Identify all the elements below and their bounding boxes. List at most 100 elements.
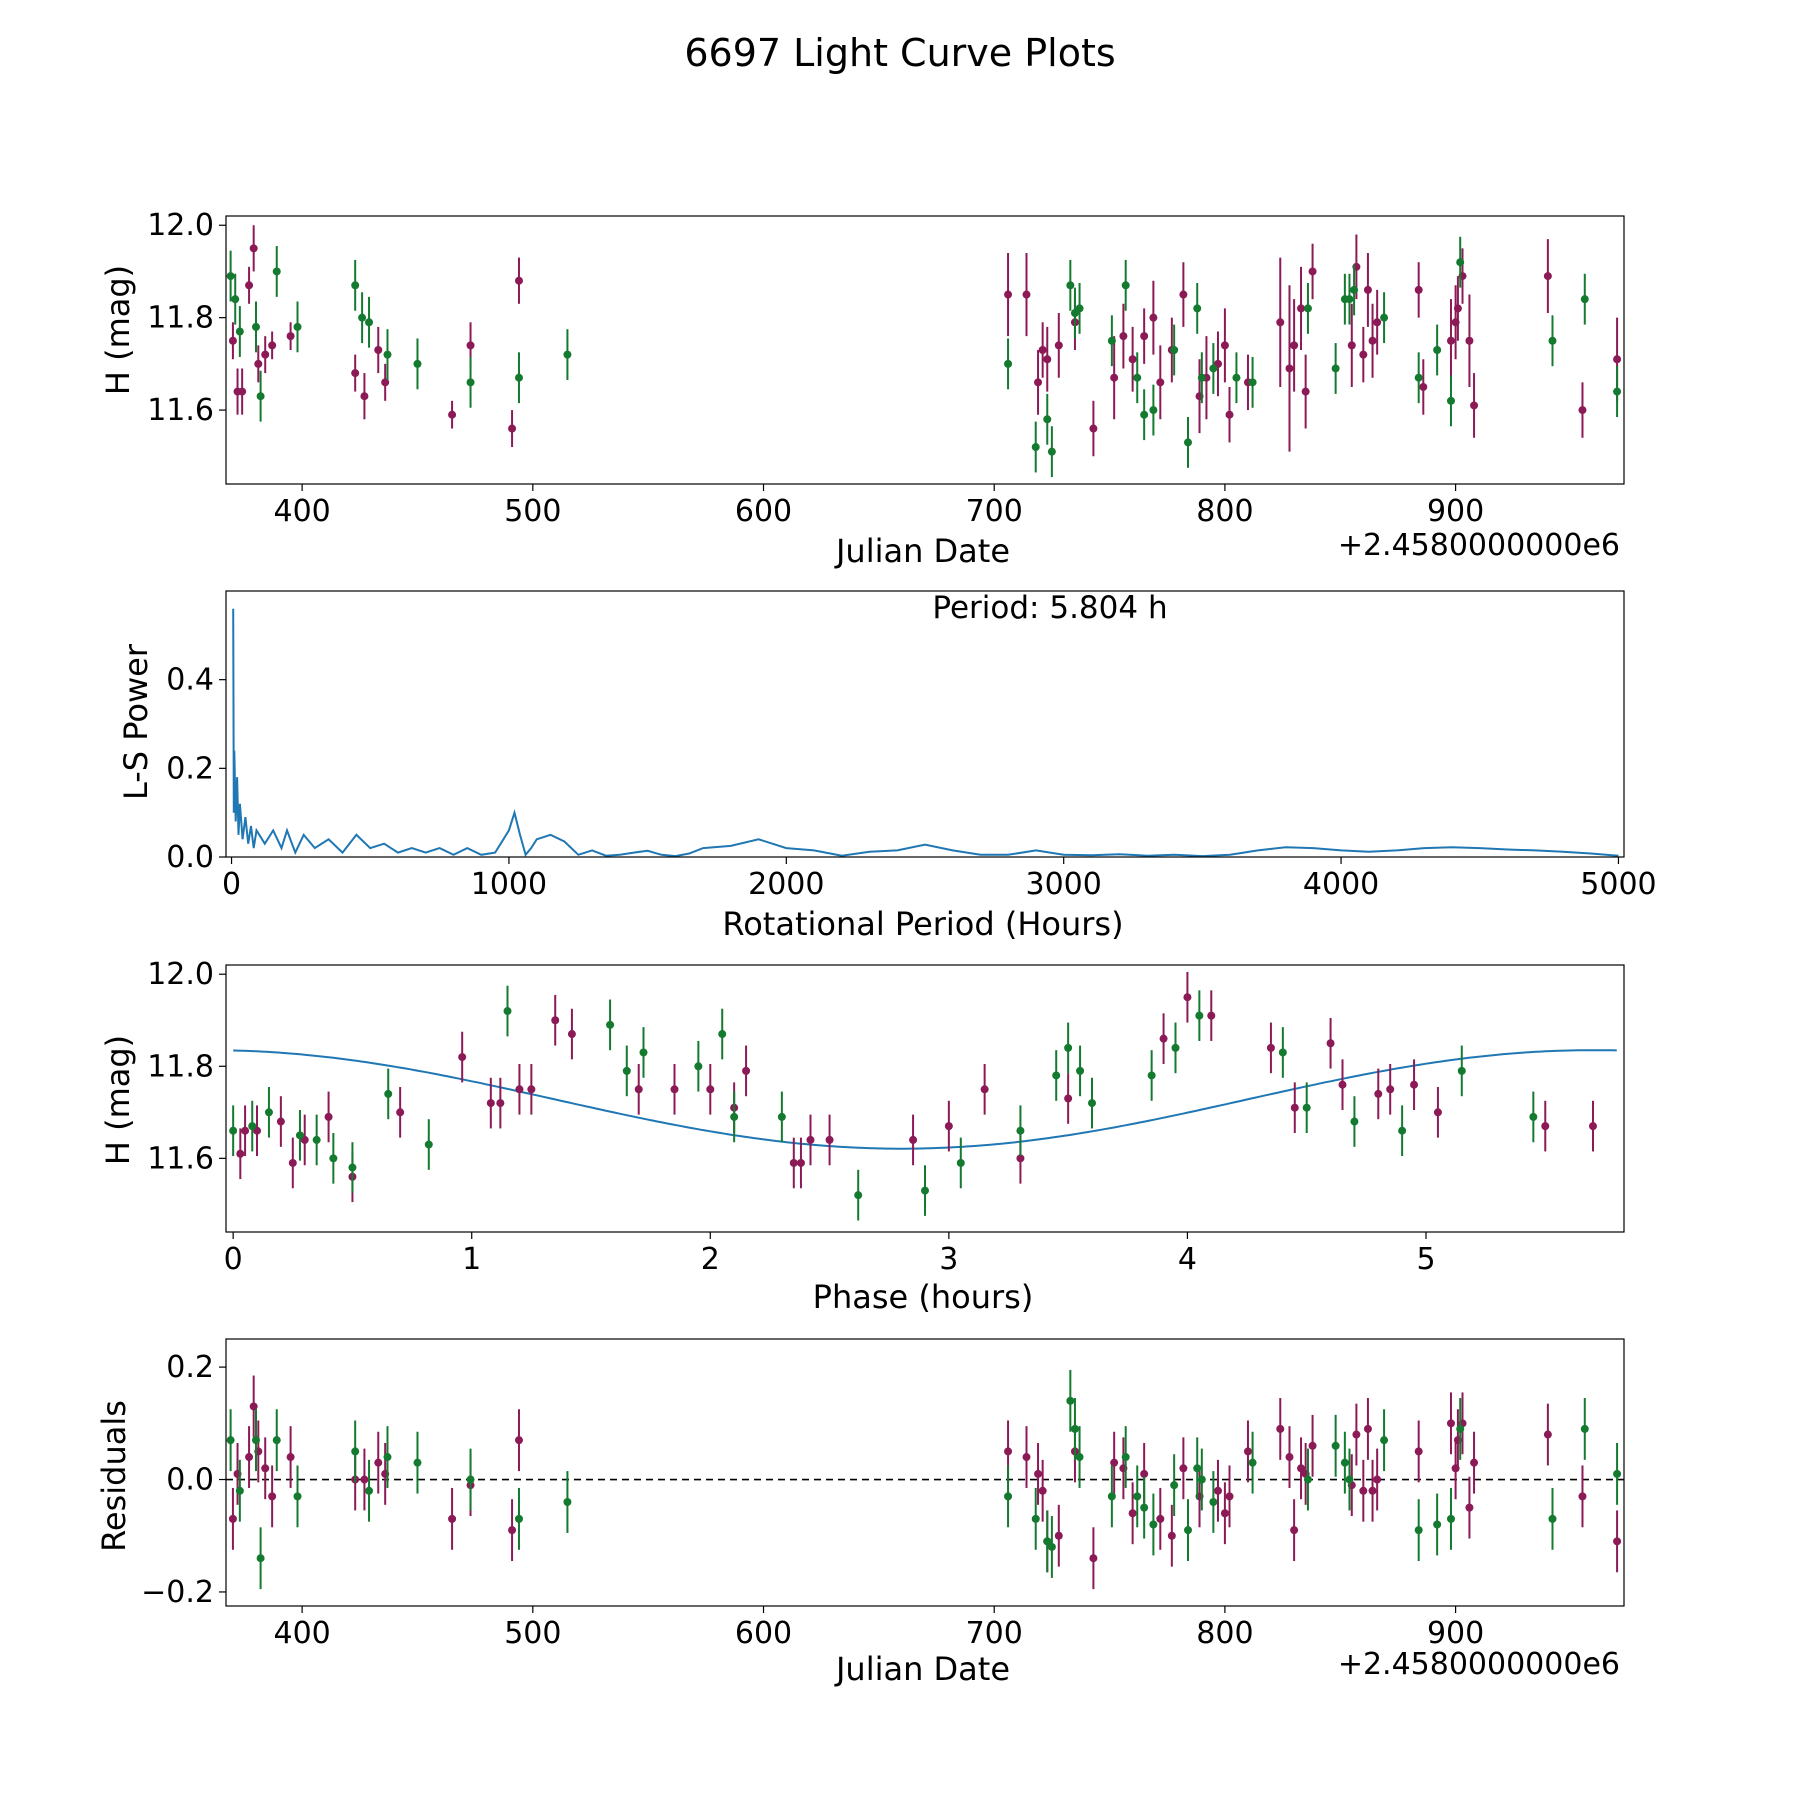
- residuals-point: [1031, 1514, 1040, 1523]
- lightcurve-xtick-label: 500: [504, 494, 561, 529]
- lightcurve-point: [1543, 272, 1552, 281]
- phased-point: [1386, 1085, 1395, 1094]
- periodogram-xtick-label: 3000: [1026, 867, 1102, 902]
- periodogram-plot: 0 1000 2000 3000 4000 5000 0.0 0.2 0.4: [166, 590, 1657, 902]
- model-curve: [233, 1049, 1617, 1150]
- residuals-point: [1470, 1458, 1479, 1467]
- phased-ytick-label: 12.0: [147, 957, 214, 992]
- phased-point: [1541, 1122, 1550, 1131]
- phased-point: [1195, 1011, 1204, 1020]
- phased-point: [1588, 1122, 1597, 1131]
- residuals-point: [251, 1436, 260, 1445]
- residuals-point: [514, 1514, 523, 1523]
- residuals-point: [1170, 1481, 1179, 1490]
- lightcurve-ytick-label: 12.0: [147, 208, 214, 243]
- residuals-point: [413, 1458, 422, 1467]
- residuals-ytick-label: 0.0: [166, 1463, 214, 1498]
- residuals-offset-text: +2.4580000000e6: [1338, 1647, 1620, 1682]
- residuals-point: [1285, 1453, 1294, 1462]
- periodogram-xlabel: Rotational Period (Hours): [722, 905, 1123, 943]
- residuals-point: [1066, 1396, 1075, 1405]
- residuals-point: [1022, 1453, 1031, 1462]
- lightcurve-point: [268, 341, 277, 350]
- lightcurve-point: [228, 336, 237, 345]
- lightcurve-point: [226, 272, 235, 281]
- lightcurve-point: [1363, 285, 1372, 294]
- phased-point: [944, 1122, 953, 1131]
- phased-point: [1350, 1117, 1359, 1126]
- phased-point: [1433, 1108, 1442, 1117]
- phased-xtick-label: 1: [462, 1242, 481, 1277]
- residuals-point: [1331, 1441, 1340, 1450]
- periodogram-xtick-label: 5000: [1580, 867, 1656, 902]
- lightcurve-xlabel: Julian Date: [834, 532, 1010, 570]
- phased-point: [1052, 1071, 1061, 1080]
- lightcurve-point: [245, 281, 254, 290]
- lightcurve-offset-text: +2.4580000000e6: [1338, 528, 1620, 563]
- residuals-point: [226, 1436, 235, 1445]
- lightcurve-point: [1290, 341, 1299, 350]
- residuals-point: [365, 1486, 374, 1495]
- lightcurve-point: [231, 295, 240, 304]
- phased-point: [921, 1186, 929, 1195]
- lightcurve-point: [251, 322, 260, 331]
- residuals-ytick-label: 0.2: [166, 1350, 214, 1385]
- phased-point: [248, 1122, 257, 1131]
- phased-point: [956, 1158, 965, 1167]
- residuals-frame: [225, 1338, 1625, 1607]
- lightcurve-point: [1368, 336, 1377, 345]
- lightcurve-point: [351, 281, 360, 290]
- lightcurve-ylabel: H (mag): [99, 265, 137, 395]
- residuals-point: [383, 1453, 392, 1462]
- phased-point: [1302, 1103, 1311, 1112]
- lightcurve-point: [1075, 304, 1084, 313]
- phased-point: [1016, 1154, 1025, 1163]
- lightcurve-point: [272, 267, 281, 276]
- lightcurve-point: [365, 318, 374, 327]
- lightcurve-point: [256, 392, 265, 401]
- residuals-plot: 400 500 600 700 800 900 −0.2 0.0 0.2: [141, 1338, 1625, 1651]
- lightcurve-plot: 400 500 600 700 800 900 11.6 11.8 12.0: [147, 208, 1625, 529]
- lightcurve-point: [1209, 364, 1218, 373]
- lightcurve-point: [1578, 406, 1587, 415]
- lightcurve-point: [351, 369, 360, 378]
- phased-point: [1410, 1080, 1419, 1089]
- residuals-point: [1220, 1509, 1229, 1518]
- phased-point: [1278, 1048, 1287, 1057]
- lightcurve-point: [1331, 364, 1340, 373]
- lightcurve-point: [1453, 304, 1462, 313]
- lightcurve-data-area: [226, 225, 1622, 478]
- residuals-point: [1456, 1424, 1465, 1433]
- phased-point: [634, 1085, 643, 1094]
- phased-xlabel: Phase (hours): [813, 1278, 1034, 1316]
- phased-point: [496, 1099, 505, 1108]
- residuals-point: [1149, 1520, 1158, 1529]
- phased-point: [1087, 1099, 1096, 1108]
- lightcurve-point: [1276, 318, 1285, 327]
- phased-point: [694, 1062, 703, 1071]
- residuals-point: [1089, 1554, 1098, 1563]
- phased-point: [288, 1158, 297, 1167]
- phased-point: [236, 1149, 245, 1158]
- residuals-point: [1193, 1464, 1202, 1473]
- lightcurve-point: [360, 392, 369, 401]
- residuals-point: [1548, 1514, 1557, 1523]
- lightcurve-point: [1301, 387, 1310, 396]
- lightcurve-point: [1350, 285, 1359, 294]
- lightcurve-point: [1419, 382, 1428, 391]
- phased-point: [806, 1135, 815, 1144]
- residuals-point: [1578, 1492, 1587, 1501]
- residuals-point: [1345, 1475, 1354, 1484]
- lightcurve-point: [466, 341, 475, 350]
- residuals-point: [1359, 1486, 1368, 1495]
- residuals-xlabel: Julian Date: [834, 1650, 1010, 1688]
- lightcurve-point: [249, 244, 258, 253]
- phased-point: [515, 1085, 524, 1094]
- phased-point: [1207, 1011, 1216, 1020]
- lightcurve-point: [1140, 332, 1149, 341]
- lightcurve-point: [1179, 290, 1188, 299]
- residuals-point: [1133, 1492, 1142, 1501]
- residuals-point: [1128, 1509, 1137, 1518]
- residuals-point: [1446, 1514, 1455, 1523]
- residuals-point: [1613, 1469, 1622, 1478]
